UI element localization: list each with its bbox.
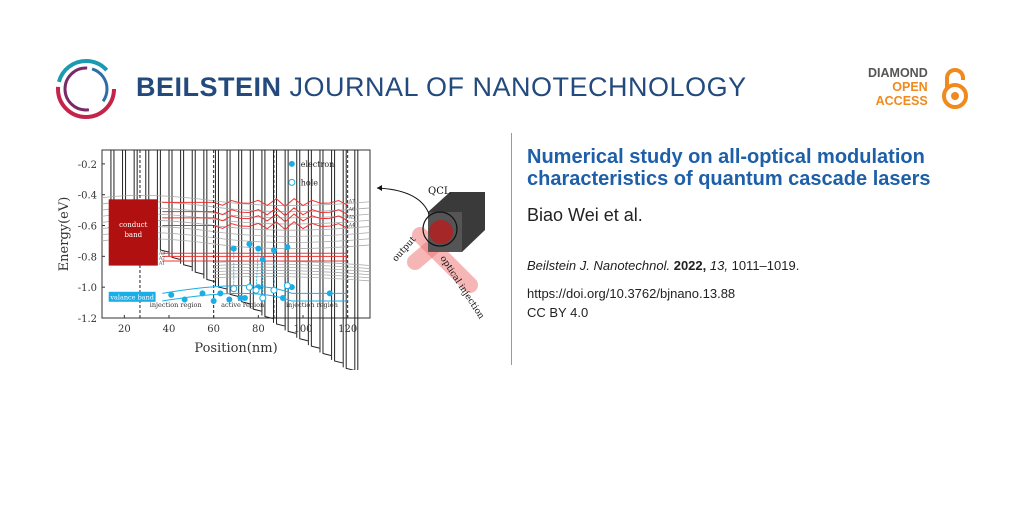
legend-electron: electron — [301, 160, 335, 169]
legend-hole-icon — [288, 178, 296, 186]
level-label: A7 — [348, 198, 355, 204]
electron-point — [270, 247, 277, 254]
region-label: active region — [221, 301, 264, 309]
doi-link[interactable]: https://doi.org/10.3762/bjnano.13.88 — [527, 286, 736, 301]
journal-abbrev: Beilstein J. Nanotechnol. — [527, 258, 671, 273]
plot-frame — [101, 149, 371, 319]
conduct-band-label: band — [124, 231, 142, 239]
valance-band-box — [108, 291, 156, 302]
electron-point — [199, 290, 206, 297]
level-label: A4 — [348, 222, 355, 228]
journal-logo — [54, 57, 118, 126]
wavefunction-grey — [213, 276, 371, 282]
electron-point — [255, 245, 262, 252]
volume: 13, — [709, 258, 728, 273]
electron-point — [246, 241, 253, 248]
level-label: A2 — [158, 255, 165, 261]
electron-point — [284, 244, 291, 251]
brand-bold: BEILSTEIN — [136, 72, 282, 102]
electron-point — [237, 294, 244, 301]
hole-point — [283, 282, 291, 290]
hole-point — [270, 286, 278, 294]
pages: 1011–1019. — [731, 258, 800, 273]
output-arrow-icon — [376, 187, 430, 215]
valance-band-label: valance band — [109, 293, 154, 301]
y-tick-label: -0.6 — [78, 222, 97, 233]
level-label: A1 — [158, 260, 165, 266]
license: CC BY 4.0 — [527, 305, 589, 320]
wavefunction-grey — [213, 266, 371, 273]
optical-injection-label: optical injection — [437, 254, 485, 321]
electron-point — [230, 245, 237, 252]
region-label: injection region — [150, 301, 202, 309]
x-tick-label: 40 — [163, 324, 176, 335]
legend-hole: hole — [301, 178, 319, 187]
x-axis-label: Position(nm) — [194, 341, 277, 356]
wavefunction-red — [162, 197, 348, 208]
electron-point — [168, 291, 175, 298]
journal-name: BEILSTEIN JOURNAL OF NANOTECHNOLOGY — [136, 72, 747, 103]
oa-line3: ACCESS — [875, 94, 928, 108]
electron-point — [241, 294, 248, 301]
oa-line2: OPEN — [892, 80, 928, 94]
x-tick-label: 60 — [207, 324, 220, 335]
conduct-band-label: conduct — [119, 221, 148, 229]
citation: Beilstein J. Nanotechnol. 2022, 13, 1011… — [527, 258, 799, 273]
graphical-abstract: conduct band valance band injection region a… — [40, 130, 510, 379]
article-title[interactable]: Numerical study on all-optical modulatio… — [527, 146, 931, 190]
y-tick-label: -0.4 — [78, 191, 97, 202]
region-label: injection region — [286, 301, 338, 309]
x-tick-label: 100 — [293, 324, 312, 335]
focus-circle — [422, 211, 458, 247]
y-axis-label: Energy(eV) — [57, 197, 72, 272]
hole-point — [230, 285, 238, 293]
wavefunction-red — [162, 213, 348, 223]
hole-point — [252, 286, 260, 294]
article-authors: Biao Wei et al. — [527, 205, 643, 225]
electron-point — [326, 290, 333, 297]
legend-electron-icon — [288, 160, 295, 167]
electron-point — [279, 294, 286, 301]
wavefunction-red — [162, 207, 348, 217]
y-tick-label: -0.2 — [78, 160, 97, 171]
electron-point — [259, 256, 266, 263]
y-tick-label: -0.8 — [78, 252, 97, 263]
level-label: A5 — [348, 214, 355, 220]
electron-point — [181, 296, 188, 303]
x-tick-label: 20 — [118, 324, 131, 335]
y-tick-label: -1.2 — [78, 314, 97, 325]
year: 2022, — [673, 258, 707, 273]
level-label: A3 — [158, 250, 165, 256]
qcl-label: QCL — [428, 186, 451, 197]
wavefunction-red — [162, 221, 348, 231]
hole-point — [259, 294, 267, 302]
electron-point — [226, 296, 233, 303]
valence-band-line — [162, 285, 348, 294]
wavefunction-grey — [213, 269, 371, 276]
y-tick-label: -1.0 — [78, 283, 97, 294]
divider — [511, 133, 512, 365]
x-tick-label: 80 — [252, 324, 265, 335]
brand-light: JOURNAL OF NANOTECHNOLOGY — [289, 72, 747, 102]
transition-arrow — [255, 248, 259, 291]
x-tick-label: 120 — [338, 324, 357, 335]
electron-point — [210, 298, 217, 305]
logo-rings-icon — [56, 59, 116, 119]
conduct-band-box — [108, 199, 158, 266]
level-label: A6 — [348, 206, 355, 212]
open-access-label: DIAMOND OPEN ACCESS — [868, 66, 928, 108]
open-access-lock-icon — [940, 66, 970, 115]
overlap-spot — [429, 220, 453, 244]
wavefunction-grey — [213, 263, 371, 269]
electron-point — [217, 290, 224, 297]
arrowhead-icon — [377, 185, 382, 191]
oa-line1: DIAMOND — [868, 66, 928, 80]
hole-point — [245, 283, 253, 291]
wavefunction-grey — [213, 272, 371, 279]
